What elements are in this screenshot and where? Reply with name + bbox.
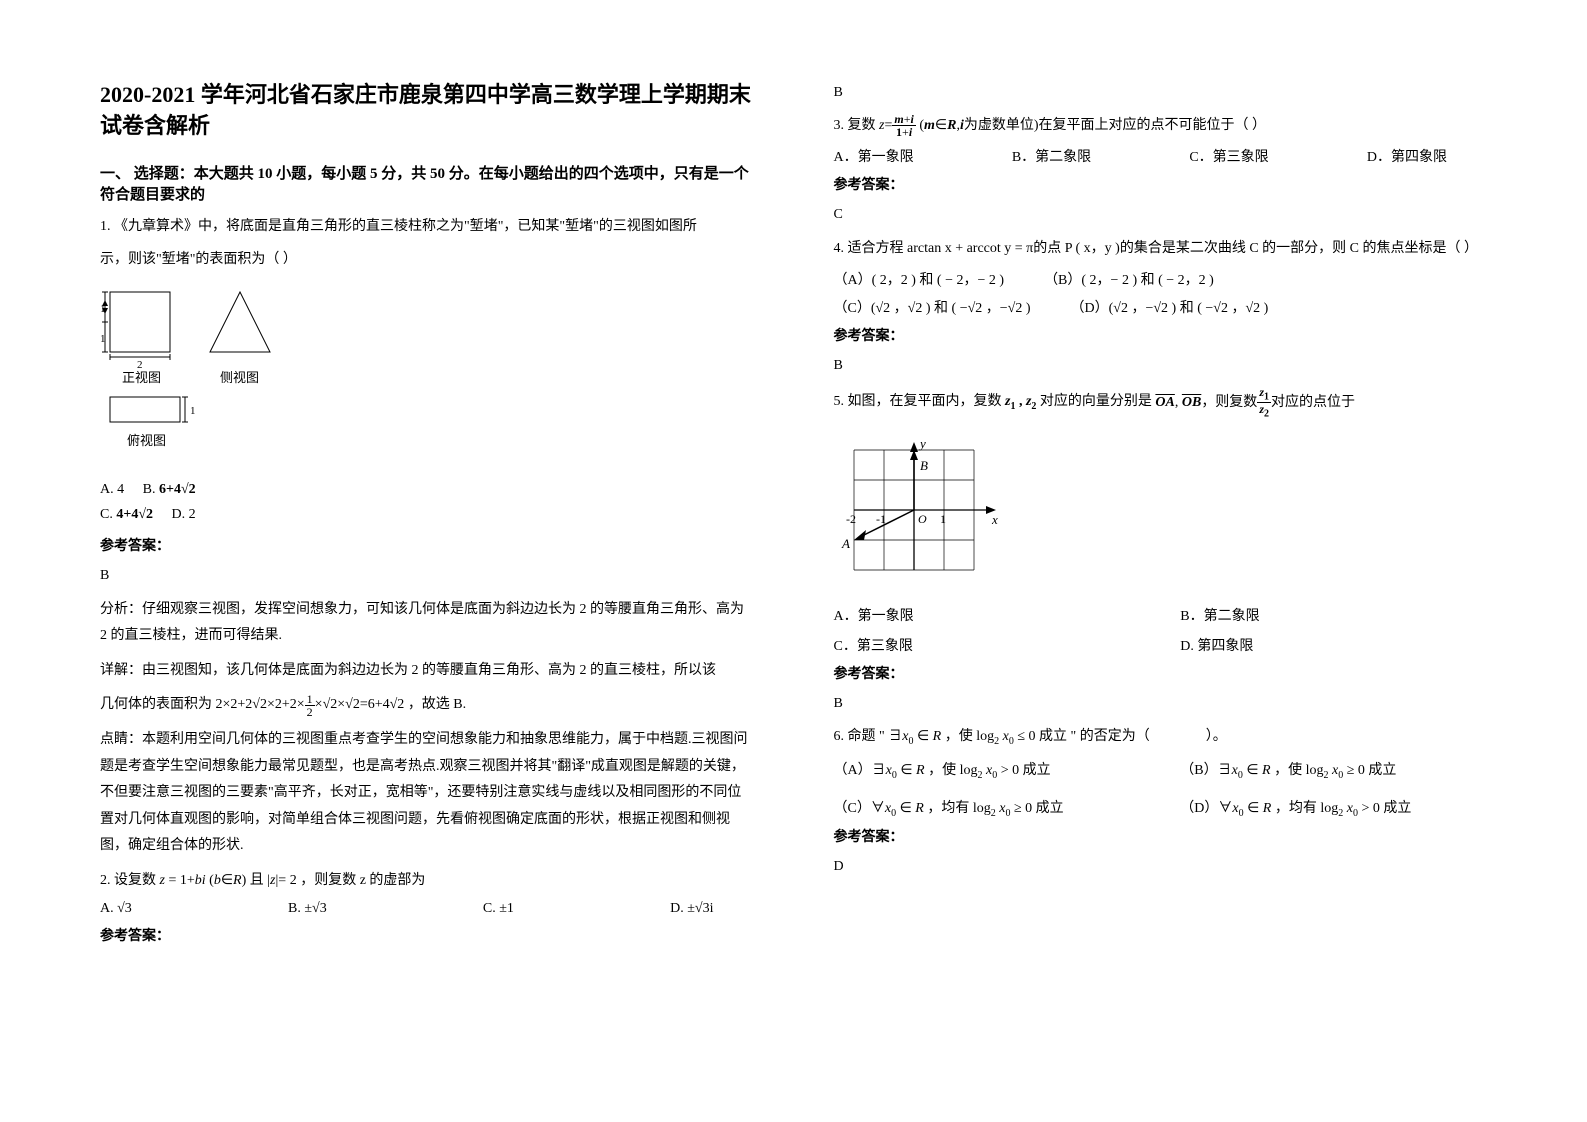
q6-answer: D	[834, 854, 1488, 879]
q4-option-d: （D）(√2 ，−√2 ) 和 ( −√2 ，√2 )	[1071, 297, 1269, 317]
q3-suffix: 在复平面上对应的点不可能位于（ ）	[1039, 113, 1267, 138]
svg-text:-2: -2	[846, 512, 856, 526]
q3-options: A．第一象限 B．第二象限 C．第三象限 D．第四象限	[834, 146, 1488, 166]
q4-answer-label: 参考答案：	[834, 325, 1488, 345]
q1-line2: 示，则该"堑堵"的表面积为（ ）	[100, 247, 754, 272]
q6-option-a: （A）∃x0 ∈ R ，使 log2 x0 > 0 成立	[834, 759, 1141, 781]
q1-exp3-suffix: ，故选 B.	[408, 697, 466, 712]
q4-option-a: （A）( 2，2 ) 和 ( − 2，− 2 )	[834, 269, 1005, 289]
q1-options-cd: C. 4+4√2 D. 2	[100, 502, 754, 527]
q4-option-c: （C）(√2 ，√2 ) 和 ( −√2 ，−√2 )	[834, 297, 1031, 317]
q3-option-d: D．第四象限	[1367, 146, 1447, 166]
q3-formula: z = m+i1+i (m∈R, i为虚数单位)	[876, 113, 1039, 138]
q1-three-view-diagram: 1 1 2 正视图 侧视图 1 俯视图	[100, 282, 754, 467]
q1-options-ab: A. 4 B. 6+4√2	[100, 477, 754, 502]
exam-title: 2020-2021 学年河北省石家庄市鹿泉第四中学高三数学理上学期期末试卷含解析	[100, 80, 754, 142]
q5-fraction: z1z2	[1257, 386, 1271, 420]
q3-option-c: C．第三象限	[1189, 146, 1268, 166]
q6-option-c: （C）∀x0 ∈ R ，均有 log2 x0 ≥ 0 成立	[834, 797, 1141, 819]
q1-explanation-4: 点睛：本题利用空间几何体的三视图重点考查学生的空间想象能力和抽象思维能力，属于中…	[100, 727, 754, 860]
right-column: B 3. 复数 z = m+i1+i (m∈R, i为虚数单位) 在复平面上对应…	[834, 80, 1488, 953]
q3-option-b: B．第二象限	[1012, 146, 1091, 166]
q6-text: 6. 命题 " ∃x0 ∈ R ，使 log2 x0 ≤ 0 成立 " 的否定为…	[834, 724, 1488, 751]
q2-text: 2. 设复数 z = 1+bi (b∈R) 且 |z|= 2 ，则复数 z 的虚…	[100, 868, 754, 893]
q3-answer-label: 参考答案：	[834, 174, 1488, 194]
q4-options-cd: （C）(√2 ，√2 ) 和 ( −√2 ，−√2 ) （D）(√2 ，−√2 …	[834, 297, 1488, 317]
svg-text:O: O	[918, 512, 927, 526]
q3-option-a: A．第一象限	[834, 146, 914, 166]
q5-text: 5. 如图，在复平面内，复数 z1 , z2 对应的向量分别是 OA, OB ，…	[834, 386, 1488, 420]
q5-vectors: OA, OB	[1152, 390, 1201, 415]
svg-text:A: A	[841, 536, 850, 551]
q6-answer-label: 参考答案：	[834, 826, 1488, 846]
q1-answer-label: 参考答案：	[100, 535, 754, 555]
q1-option-a: A. 4	[100, 477, 124, 502]
q4-text: 4. 适合方程 arctan x + arccot y = π的点 P ( x，…	[834, 236, 1488, 261]
q5-answer-label: 参考答案：	[834, 663, 1488, 683]
svg-text:x: x	[991, 512, 998, 527]
q1-explanation-3: 几何体的表面积为 2×2+2√2×2+2×12×√2×√2=6+4√2 ，故选 …	[100, 692, 754, 719]
svg-text:1: 1	[190, 405, 196, 417]
q1-explanation-1: 分析：仔细观察三视图，发挥空间想象力，可知该几何体是底面为斜边边长为 2 的等腰…	[100, 597, 754, 650]
section-1-header: 一、 选择题：本大题共 10 小题，每小题 5 分，共 50 分。在每小题给出的…	[100, 162, 754, 204]
side-view-label: 侧视图	[220, 370, 259, 385]
q2-answer-label: 参考答案：	[100, 925, 754, 945]
front-view-label: 正视图	[122, 370, 161, 385]
q3-answer: C	[834, 202, 1488, 227]
q6-options: （A）∃x0 ∈ R ，使 log2 x0 > 0 成立 （B）∃x0 ∈ R …	[834, 759, 1488, 819]
q5-complex-plane-diagram: y x B A O 1 -1 -2	[834, 430, 1488, 595]
q2-option-d: D. ±√3i	[670, 901, 713, 917]
q2-answer: B	[834, 80, 1488, 105]
q4-options-ab: （A）( 2，2 ) 和 ( − 2，− 2 ) （B）( 2，− 2 ) 和 …	[834, 269, 1488, 289]
q1-option-c: C. 4+4√2	[100, 502, 153, 527]
q5-prefix: 5. 如图，在复平面内，复数 z1 , z2 对应的向量分别是	[834, 389, 1152, 416]
left-column: 2020-2021 学年河北省石家庄市鹿泉第四中学高三数学理上学期期末试卷含解析…	[100, 80, 754, 953]
q1-exp3-prefix: 几何体的表面积为	[100, 697, 212, 712]
svg-text:B: B	[920, 458, 928, 473]
q1-exp3-formula: 2×2+2√2×2+2×12×√2×√2=6+4√2	[216, 692, 405, 719]
q3-text: 3. 复数 z = m+i1+i (m∈R, i为虚数单位) 在复平面上对应的点…	[834, 113, 1488, 138]
q1-answer: B	[100, 563, 754, 588]
q5-suffix1: ，则复数	[1201, 390, 1257, 415]
q3-prefix: 3. 复数	[834, 113, 876, 138]
svg-text:-1: -1	[876, 512, 886, 526]
q2-option-a: A. √3	[100, 901, 132, 917]
q4-answer: B	[834, 353, 1488, 378]
top-view-label: 俯视图	[127, 433, 166, 448]
q5-option-d: D. 第四象限	[1180, 635, 1487, 655]
q1-option-b: B. 6+4√2	[143, 477, 196, 502]
q1-option-d: D. 2	[172, 502, 196, 527]
q5-option-a: A．第一象限	[834, 605, 1141, 625]
q5-option-c: C．第三象限	[834, 635, 1141, 655]
q2-option-b: B. ±√3	[288, 901, 327, 917]
q6-option-d: （D）∀x0 ∈ R ，均有 log2 x0 > 0 成立	[1180, 797, 1487, 819]
q5-suffix2: 对应的点位于	[1271, 390, 1355, 415]
q6-option-b: （B）∃x0 ∈ R ，使 log2 x0 ≥ 0 成立	[1180, 759, 1487, 781]
q2-options: A. √3 B. ±√3 C. ±1 D. ±√3i	[100, 901, 754, 917]
q5-option-b: B．第二象限	[1180, 605, 1487, 625]
q5-options: A．第一象限 B．第二象限 C．第三象限 D. 第四象限	[834, 605, 1488, 655]
q1-line1: 1. 《九章算术》中，将底面是直角三角形的直三棱柱称之为"堑堵"，已知某"堑堵"…	[100, 214, 754, 239]
q5-answer: B	[834, 691, 1488, 716]
svg-text:y: y	[918, 436, 926, 451]
q1-explanation-2: 详解：由三视图知，该几何体是底面为斜边边长为 2 的等腰直角三角形、高为 2 的…	[100, 658, 754, 685]
q2-option-c: C. ±1	[483, 901, 514, 917]
q4-option-b: （B）( 2，− 2 ) 和 ( − 2，2 )	[1044, 269, 1214, 289]
svg-text:1: 1	[940, 512, 946, 526]
svg-text:1: 1	[100, 333, 106, 345]
svg-text:1: 1	[100, 303, 106, 315]
